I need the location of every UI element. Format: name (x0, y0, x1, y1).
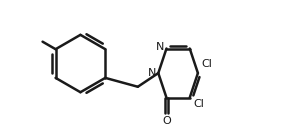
Text: Cl: Cl (193, 99, 204, 109)
Text: N: N (156, 42, 164, 52)
Text: Cl: Cl (201, 59, 212, 69)
Text: N: N (148, 68, 156, 78)
Text: O: O (162, 116, 171, 126)
